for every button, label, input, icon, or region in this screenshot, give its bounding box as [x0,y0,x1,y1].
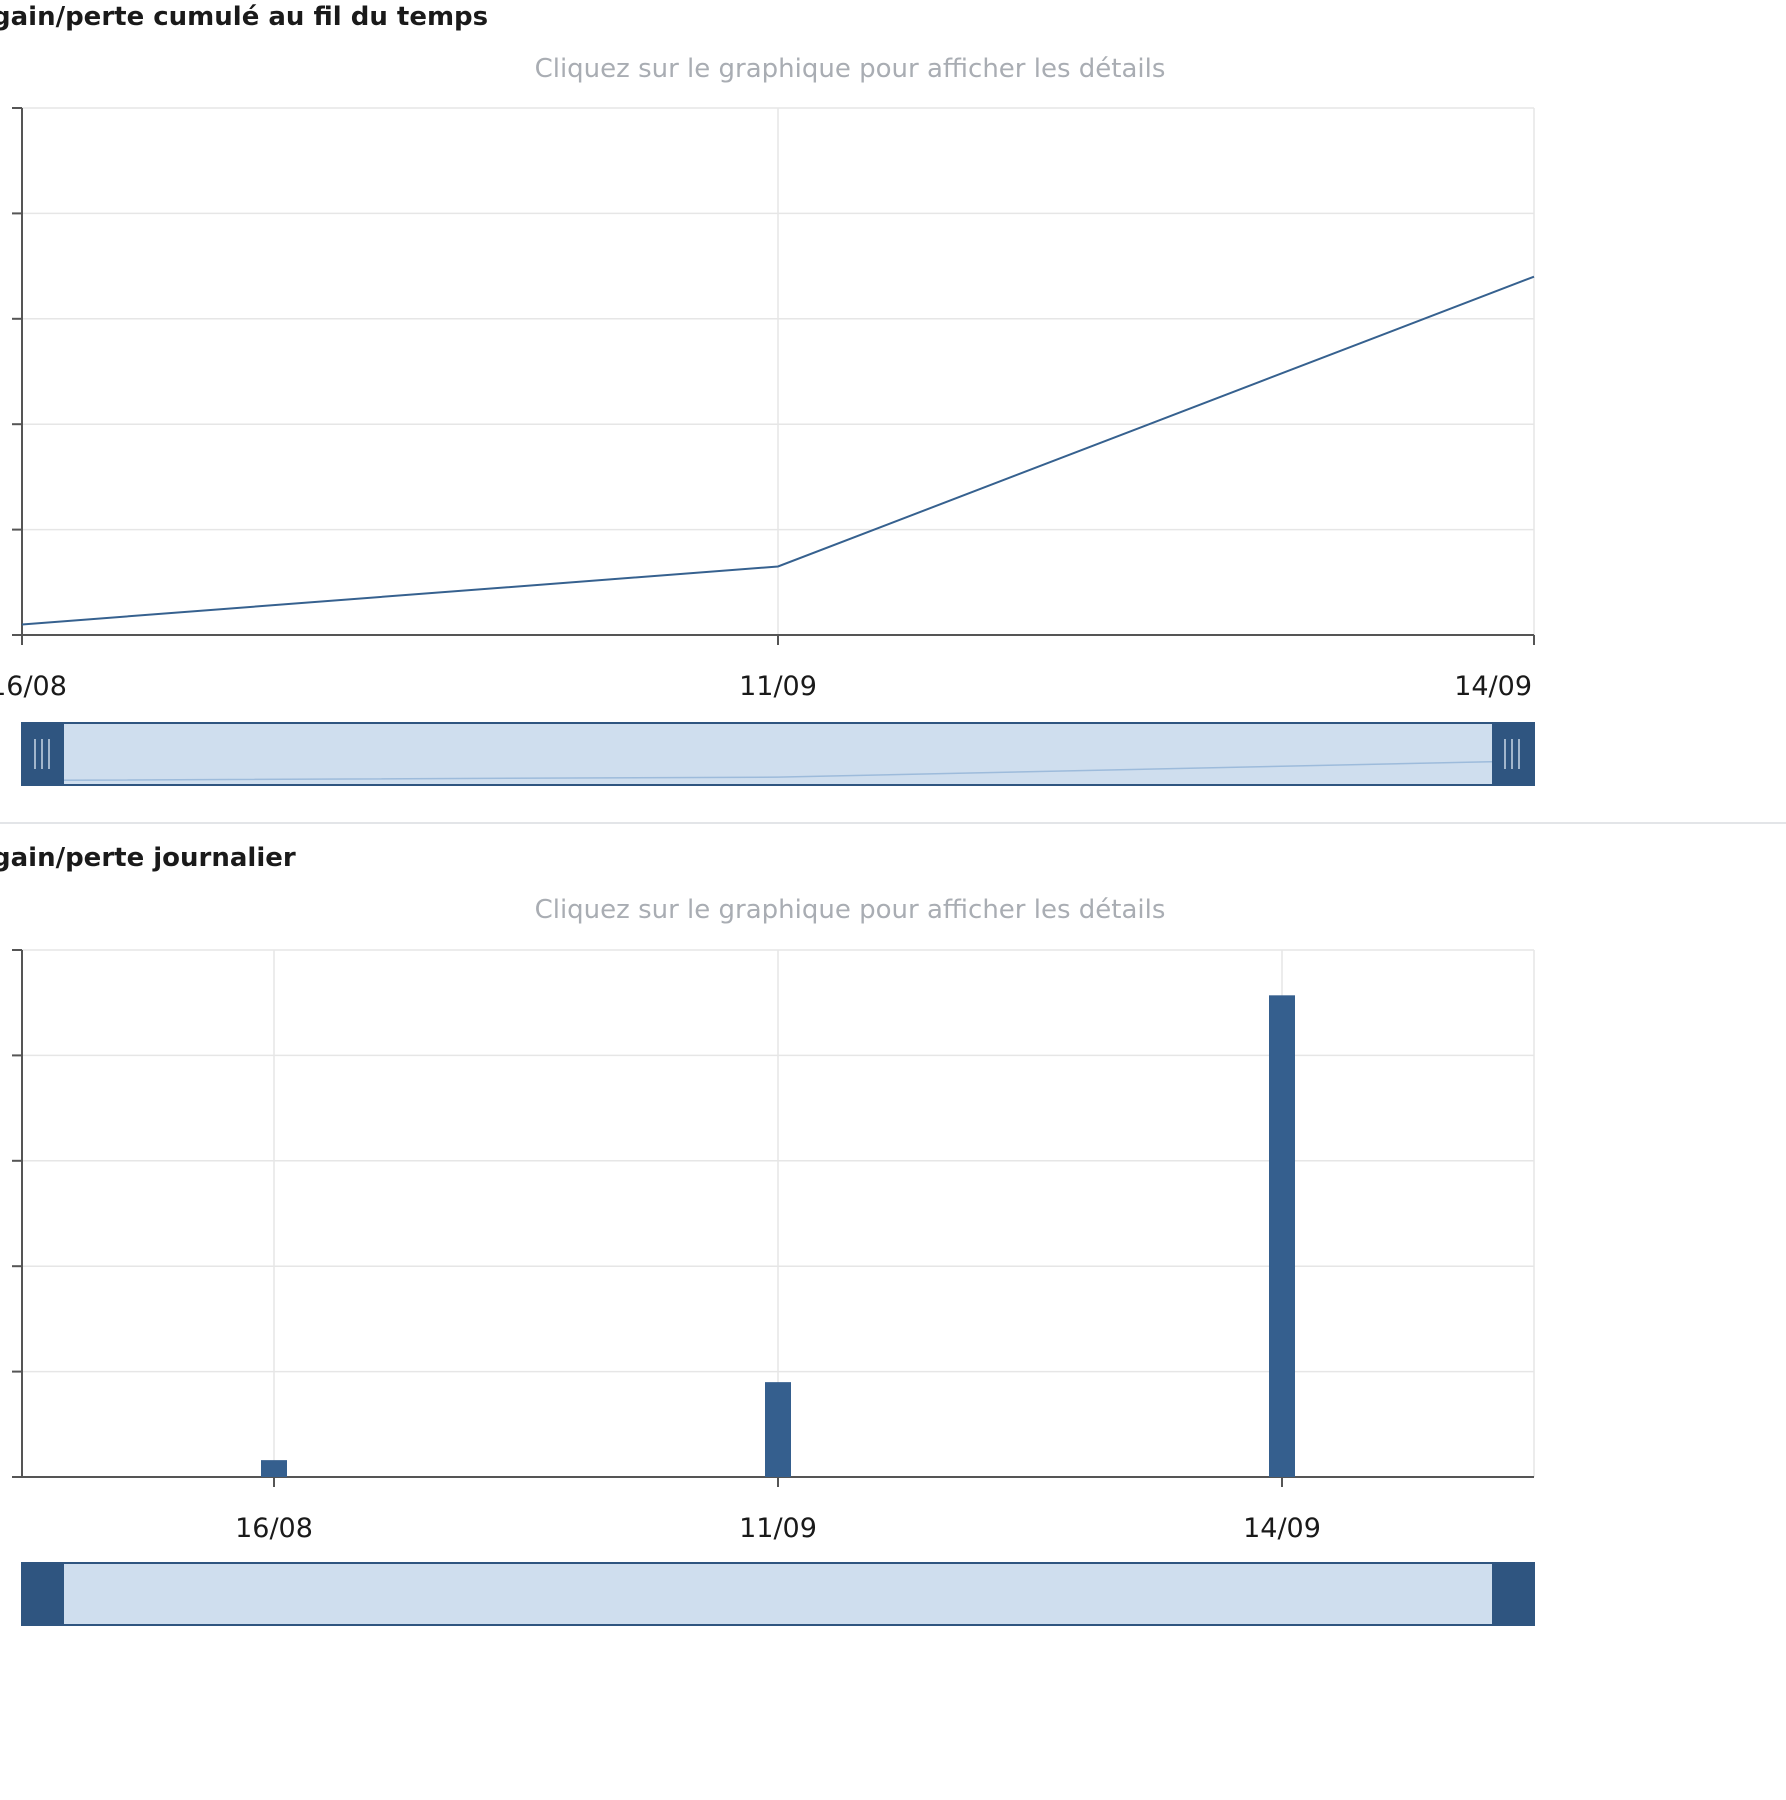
chart-hint: Cliquez sur le graphique pour afficher l… [534,895,1166,925]
x-tick-label: 14/09 [1454,671,1532,702]
range-selector-preview [21,760,1535,782]
section-divider [0,822,1786,824]
cumulative-line-chart[interactable]: 16/08 11/09 14/09 [0,0,1786,820]
range-handle-right[interactable] [1492,723,1534,785]
range-selector[interactable] [21,1562,1535,1626]
x-tick-label: 11/09 [739,671,817,702]
x-tick-label: 14/09 [1243,1513,1321,1544]
range-handle-left[interactable] [22,1563,64,1625]
range-selector[interactable] [21,722,1535,786]
x-tick-label: 16/08 [235,1513,313,1544]
chart-title: gain/perte journalier [0,843,296,873]
bar[interactable] [261,1460,287,1477]
bar[interactable] [765,1382,791,1477]
daily-bar-chart[interactable]: 16/08 11/09 14/09 [0,930,1786,1800]
range-handle-left[interactable] [22,723,64,785]
chart-title: gain/perte cumulé au fil du temps [0,2,489,32]
x-tick-label: 16/08 [0,671,67,702]
x-tick-label: 11/09 [739,1513,817,1544]
series-line[interactable] [21,275,1535,626]
chart-hint: Cliquez sur le graphique pour afficher l… [534,54,1166,84]
range-handle-right[interactable] [1492,1563,1534,1625]
bar[interactable] [1269,995,1295,1477]
